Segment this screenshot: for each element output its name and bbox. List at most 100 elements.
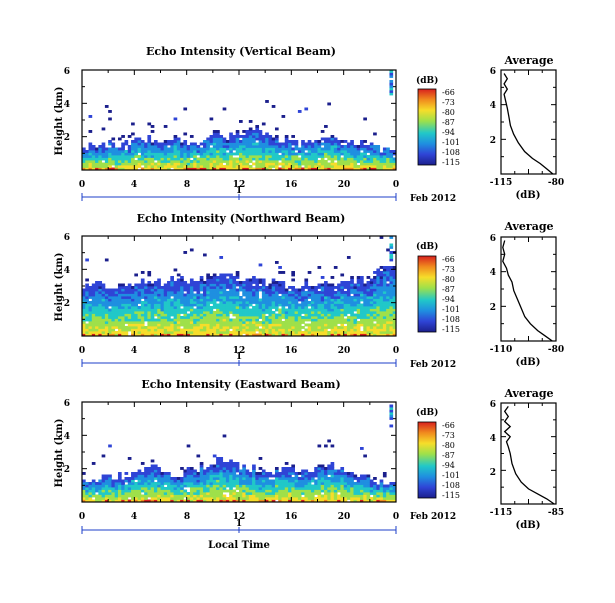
heatmap-cell (196, 472, 201, 475)
heatmap-cell (196, 162, 201, 166)
heatmap-cell (167, 482, 171, 485)
heatmap-cell (248, 323, 253, 327)
heatmap-cell (98, 152, 103, 156)
heatmap-cell (386, 157, 390, 161)
heatmap-cell (261, 155, 266, 158)
heatmap-cell (235, 464, 240, 468)
heatmap-cell (222, 321, 227, 324)
heatmap-cell (340, 326, 345, 329)
heatmap-cell (111, 162, 116, 166)
heatmap-cell (294, 316, 299, 319)
heatmap-cell (278, 291, 282, 294)
heatmap-cell (160, 499, 165, 503)
heatmap-cell (219, 457, 224, 460)
heatmap-cell (117, 162, 122, 166)
heatmap-cell (212, 333, 217, 337)
heatmap-cell (170, 301, 174, 304)
heatmap-cell (353, 150, 358, 153)
heatmap-cell (248, 147, 253, 151)
heatmap-cell (203, 147, 207, 151)
heatmap-cell (150, 155, 155, 158)
heatmap-cell (366, 323, 371, 327)
heatmap-cell (153, 145, 158, 148)
heatmap-cell (160, 298, 165, 302)
heatmap-cell (176, 328, 181, 332)
heatmap-cell (281, 286, 286, 289)
heatmap-cell (343, 489, 348, 493)
heatmap-cell (88, 308, 93, 312)
heatmap-cell (127, 323, 132, 327)
heatmap-cell (337, 155, 341, 158)
colorbar-unit: (dB) (416, 407, 438, 418)
heatmap-cell (320, 291, 325, 294)
heatmap-cell (95, 160, 99, 163)
heatmap-cell (104, 474, 109, 478)
heatmap-cell (232, 479, 237, 483)
heatmap-cell (203, 308, 207, 312)
heatmap-cell (248, 308, 253, 312)
heatmap-cell (245, 165, 250, 168)
heatmap-cell (281, 489, 286, 493)
heatmap-cell (111, 311, 116, 314)
heatmap-cell (127, 457, 132, 460)
heatmap-cell (137, 313, 142, 317)
heatmap-cell (111, 494, 116, 498)
heatmap-cell (294, 313, 299, 317)
heatmap-cell (258, 167, 263, 171)
heatmap-cell (111, 333, 116, 337)
heatmap-cell (386, 152, 390, 156)
heatmap-cell (304, 469, 309, 473)
heatmap-cell (333, 155, 338, 158)
heatmap-cell (274, 286, 279, 289)
heatmap-cell (294, 291, 299, 294)
heatmap-cell (134, 286, 138, 289)
heatmap-cell (324, 147, 328, 151)
heatmap-cell (203, 318, 207, 322)
x-tick-label: -110 (490, 345, 513, 355)
heatmap-cell (160, 482, 165, 485)
colorbar-tick: -108 (442, 315, 460, 324)
heatmap-cell (261, 122, 266, 126)
heatmap-cell (124, 497, 129, 500)
heatmap-cell (343, 291, 348, 294)
heatmap-cell (343, 484, 348, 488)
heatmap-cell (216, 155, 220, 158)
heatmap-cell (163, 323, 168, 327)
heatmap-cell (235, 293, 240, 297)
heatmap-cell (310, 303, 315, 307)
heatmap-cell (216, 308, 220, 312)
heatmap-cell (258, 308, 263, 312)
heatmap-cell (261, 301, 266, 304)
heatmap-cell (281, 296, 286, 299)
heatmap-cell (180, 316, 184, 319)
heatmap-cell (153, 147, 158, 151)
heatmap-cell (232, 333, 237, 337)
heatmap-cell (392, 152, 397, 156)
heatmap-cell (314, 150, 318, 153)
heatmap-cell (389, 318, 394, 322)
heatmap-cell (252, 140, 256, 143)
heatmap-cell (242, 155, 246, 158)
heatmap-cell (284, 313, 289, 317)
heatmap-cell (314, 301, 318, 304)
heatmap-cell (137, 499, 142, 503)
heatmap-cell (127, 167, 132, 171)
heatmap-cell (216, 160, 220, 163)
heatmap-cell (261, 311, 266, 314)
heatmap-cell (307, 271, 312, 274)
heatmap-cell (209, 152, 214, 156)
heatmap-cell (186, 497, 191, 500)
heatmap-cell (360, 331, 364, 334)
heatmap-cell (173, 333, 178, 337)
heatmap-cell (124, 316, 129, 319)
heatmap-cell (245, 492, 250, 495)
heatmap-cell (111, 318, 116, 322)
heatmap-cell (363, 155, 367, 158)
heatmap-cell (147, 321, 152, 324)
heatmap-cell (366, 276, 371, 279)
heatmap-cell (242, 308, 246, 312)
heatmap-cell (330, 306, 335, 309)
heatmap-cell (297, 298, 302, 302)
heatmap-cell (288, 303, 292, 307)
heatmap-cell (392, 484, 397, 488)
